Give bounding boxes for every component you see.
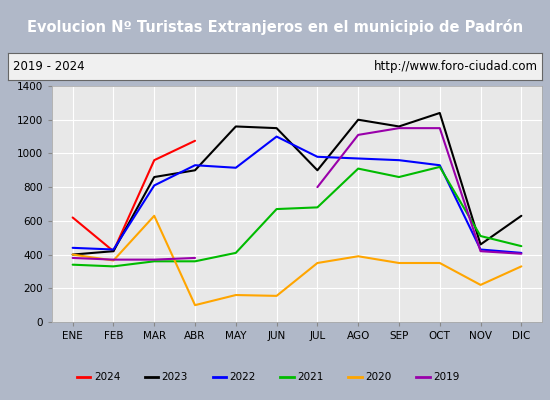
Text: 2019: 2019 bbox=[433, 372, 459, 382]
Text: http://www.foro-ciudad.com: http://www.foro-ciudad.com bbox=[373, 60, 537, 73]
Text: 2024: 2024 bbox=[94, 372, 120, 382]
Text: 2022: 2022 bbox=[229, 372, 256, 382]
Text: 2020: 2020 bbox=[365, 372, 392, 382]
Text: 2021: 2021 bbox=[298, 372, 324, 382]
Text: 2019 - 2024: 2019 - 2024 bbox=[13, 60, 84, 73]
Text: 2023: 2023 bbox=[162, 372, 188, 382]
Text: Evolucion Nº Turistas Extranjeros en el municipio de Padrón: Evolucion Nº Turistas Extranjeros en el … bbox=[27, 19, 523, 35]
